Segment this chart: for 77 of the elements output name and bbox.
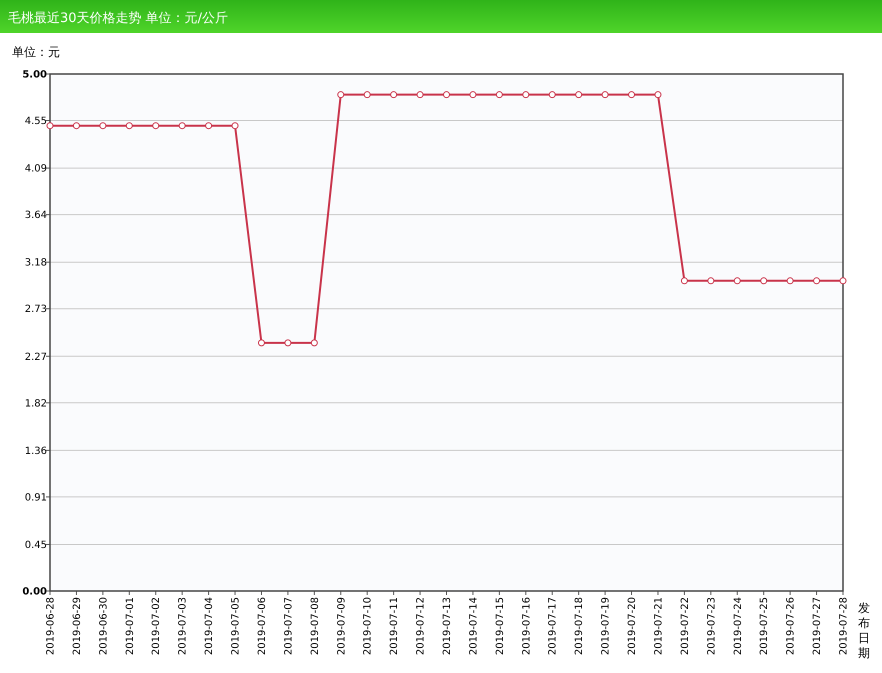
x-tick-label: 2019-07-25 — [759, 597, 770, 656]
point — [72, 122, 80, 130]
point — [232, 122, 239, 130]
y-tick-label: 1.36 — [24, 446, 47, 457]
y-tick-label: 0.91 — [24, 492, 47, 504]
point — [310, 339, 318, 346]
x-tick-label: 2019-07-18 — [574, 597, 586, 656]
x-tick-label: 2019-07-11 — [389, 597, 400, 656]
x-tick-label: 2019-06-30 — [98, 597, 110, 656]
point — [548, 91, 556, 98]
x-tick-label: 2019-07-02 — [151, 597, 162, 656]
point — [258, 339, 265, 346]
point — [284, 339, 292, 346]
x-tick-label: 2019-07-16 — [521, 597, 532, 656]
point — [786, 277, 794, 284]
ylabel: 单位：元 — [12, 45, 60, 59]
x-tick-label: 2019-07-23 — [706, 597, 718, 656]
x-tick-label: 2019-07-01 — [124, 597, 136, 656]
x-tick-label: 2019-07-08 — [310, 597, 321, 656]
x-tick-label: 2019-06-29 — [72, 597, 83, 656]
x-tick-label: 2019-07-13 — [442, 597, 453, 656]
point — [46, 122, 54, 130]
y-tick-label: 0.00 — [22, 586, 48, 598]
point — [840, 277, 846, 284]
point — [760, 277, 768, 284]
y-tick-label: 4.55 — [24, 116, 47, 128]
point — [628, 91, 636, 98]
x-tick-label: 2019-07-04 — [204, 597, 216, 656]
point — [126, 122, 133, 130]
x-tick-label: 2019-07-05 — [230, 597, 242, 656]
x-tick-label: 2019-07-22 — [680, 597, 691, 656]
x-tick-label: 2019-07-10 — [362, 597, 374, 656]
xlabel: 发布日期 — [858, 601, 870, 660]
x-tick-label: 2019-07-15 — [494, 597, 506, 656]
x-tick-label: 2019-07-12 — [416, 597, 427, 656]
y-tick-label: 0.45 — [24, 540, 47, 551]
y-tick-label: 3.18 — [24, 258, 47, 269]
x-tick-label: 2019-07-17 — [548, 597, 559, 656]
point — [337, 91, 344, 98]
x-tick-label: 2019-07-27 — [812, 597, 824, 656]
point — [205, 122, 212, 130]
y-tick-label: 1.82 — [24, 398, 47, 410]
y-tick-label: 3.64 — [24, 210, 47, 222]
point — [522, 91, 530, 98]
point — [443, 91, 450, 98]
x-tick-label: 2019-07-20 — [627, 597, 638, 656]
x-tick-label: 2019-07-21 — [653, 597, 664, 656]
point — [416, 91, 424, 98]
point — [602, 91, 609, 98]
x-tick-label: 2019-07-24 — [732, 597, 744, 656]
title: 毛桃最近30天价格走势 单位：元/公斤 — [8, 11, 228, 26]
point — [99, 122, 106, 130]
point — [469, 91, 476, 98]
x-tick-label: 2019-06-28 — [46, 597, 56, 656]
point — [178, 122, 186, 130]
point — [654, 91, 662, 98]
x-tick-label: 2019-07-07 — [283, 597, 294, 656]
point — [734, 277, 741, 284]
x-tick-label: 2019-07-09 — [336, 597, 348, 656]
x-tick-label: 2019-07-03 — [178, 597, 189, 656]
x-tick-label: 2019-07-06 — [256, 597, 268, 656]
x-tick-label: 2019-07-14 — [468, 597, 480, 656]
y-tick-label: 4.09 — [24, 164, 47, 175]
x-tick-label: 2019-07-19 — [600, 597, 612, 656]
point — [707, 277, 714, 284]
x-tick-label: 2019-07-28 — [838, 597, 850, 656]
point — [364, 91, 371, 98]
x-tick-label: 2019-07-26 — [786, 597, 797, 656]
y-tick-label: 5.00 — [22, 70, 48, 80]
point — [390, 91, 398, 98]
point — [680, 277, 688, 284]
y-tick-label: 2.73 — [24, 304, 47, 316]
point — [575, 91, 582, 98]
y-tick-label: 2.27 — [24, 352, 47, 363]
point — [152, 122, 160, 130]
point — [813, 277, 820, 284]
point — [496, 91, 503, 98]
